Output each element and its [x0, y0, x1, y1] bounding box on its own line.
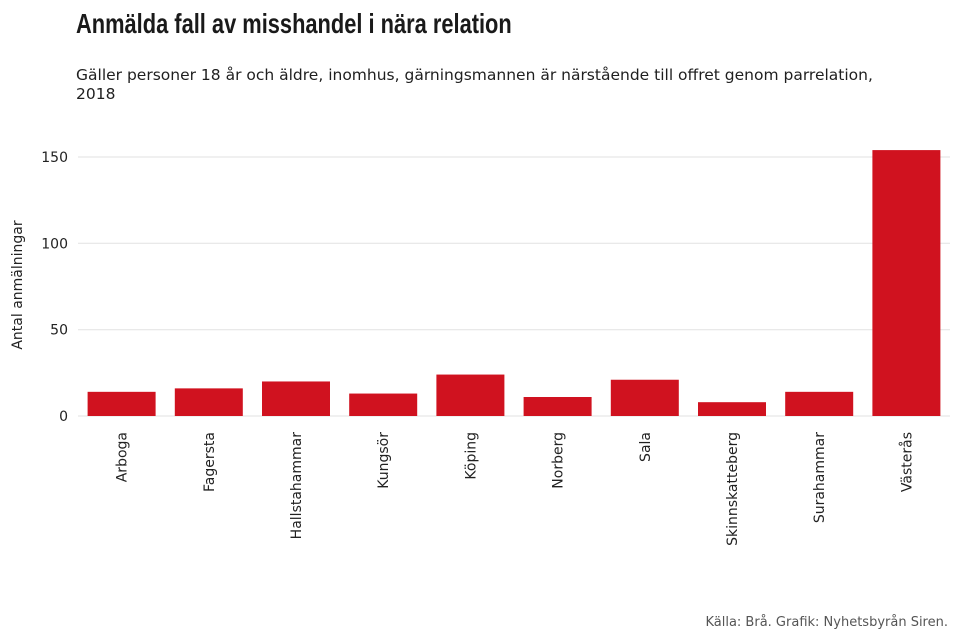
bar	[262, 381, 330, 416]
y-tick-label: 100	[41, 236, 68, 252]
x-tick-label: Surahammar	[812, 432, 828, 523]
y-tick-label: 150	[41, 150, 68, 166]
bars	[87, 150, 941, 417]
x-ticks: Arboga Fagersta Hallstahammar Kungsör Köping…	[115, 432, 916, 546]
bar	[87, 391, 156, 416]
chart-title: Anmälda fall av misshandel i nära relati…	[76, 8, 512, 39]
bar	[349, 393, 418, 416]
x-tick-label: Arboga	[115, 432, 131, 482]
x-tick-label: Fagersta	[202, 432, 218, 492]
bar	[698, 402, 766, 416]
bar	[872, 150, 941, 417]
x-tick-label: Hallstahammar	[289, 432, 305, 540]
x-tick-label: Köping	[463, 432, 479, 480]
x-tick-label: Sala	[638, 432, 654, 462]
x-tick-label: Skinnskatteberg	[725, 432, 741, 546]
y-axis-label: Antal anmälningar	[10, 220, 26, 350]
bar	[523, 397, 592, 416]
bar	[785, 391, 854, 416]
source-note: Källa: Brå. Grafik: Nyhetsbyrån Siren.	[705, 615, 948, 630]
x-tick-label: Norberg	[551, 432, 567, 489]
y-tick-label: 50	[50, 323, 68, 339]
x-tick-label: Västerås	[898, 432, 915, 492]
bar	[174, 388, 243, 416]
bar	[610, 379, 679, 416]
y-tick-label: 0	[59, 409, 68, 425]
x-tick-label: Kungsör	[376, 432, 392, 489]
bar	[436, 374, 505, 416]
y-ticks: 0 50 100 150	[41, 150, 68, 425]
chart-subtitle: Gäller personer 18 år och äldre, inomhus…	[76, 66, 873, 103]
grid-lines	[78, 156, 950, 417]
